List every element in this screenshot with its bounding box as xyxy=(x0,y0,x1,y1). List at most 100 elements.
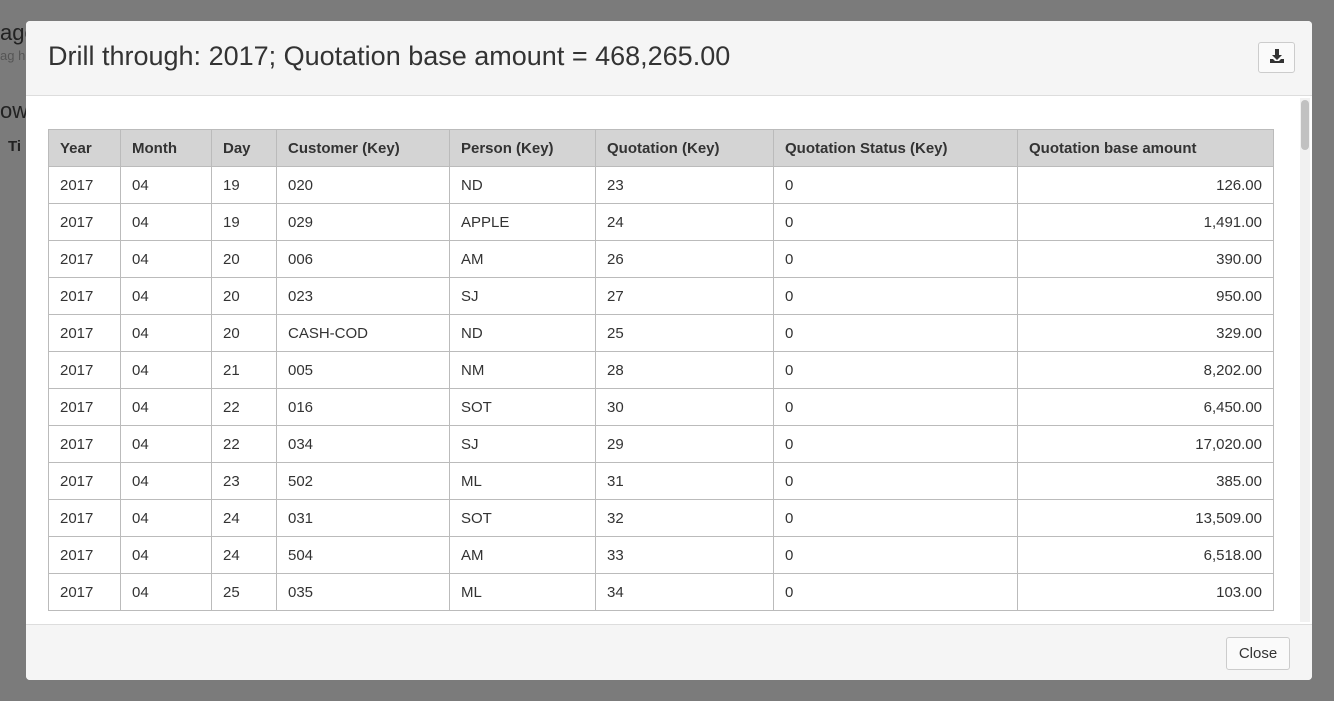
table-cell: 22 xyxy=(211,425,277,463)
table-cell: 6,450.00 xyxy=(1017,388,1274,426)
table-cell: 502 xyxy=(276,462,450,500)
column-header: Day xyxy=(211,129,277,167)
column-header: Person (Key) xyxy=(449,129,596,167)
table-cell: 029 xyxy=(276,203,450,241)
table-cell: 329.00 xyxy=(1017,314,1274,352)
table-cell: 04 xyxy=(120,277,212,315)
table-cell: 04 xyxy=(120,536,212,574)
scrollbar[interactable] xyxy=(1300,98,1310,622)
table-cell: 035 xyxy=(276,573,450,611)
table-cell: 1,491.00 xyxy=(1017,203,1274,241)
table-row: 2017 04 20 023 SJ 27 0 950.00 xyxy=(48,277,1274,315)
table-cell: 24 xyxy=(211,536,277,574)
dialog-header: Drill through: 2017; Quotation base amou… xyxy=(26,21,1312,96)
table-cell: 23 xyxy=(211,462,277,500)
table-row: 2017 04 19 029 APPLE 24 0 1,491.00 xyxy=(48,203,1274,241)
table-cell: 0 xyxy=(773,499,1018,537)
table-row: 2017 04 22 034 SJ 29 0 17,020.00 xyxy=(48,425,1274,463)
table-row: 2017 04 20 006 AM 26 0 390.00 xyxy=(48,240,1274,278)
table-cell: 29 xyxy=(595,425,774,463)
table-cell: 20 xyxy=(211,277,277,315)
table-cell: ML xyxy=(449,573,596,611)
table-cell: 04 xyxy=(120,314,212,352)
table-cell: 13,509.00 xyxy=(1017,499,1274,537)
table-cell: 04 xyxy=(120,166,212,204)
table-cell: 34 xyxy=(595,573,774,611)
table-cell: 0 xyxy=(773,203,1018,241)
table-cell: 23 xyxy=(595,166,774,204)
table-cell: 2017 xyxy=(48,203,121,241)
close-button[interactable]: Close xyxy=(1226,637,1290,670)
table-cell: 04 xyxy=(120,203,212,241)
column-header: Year xyxy=(48,129,121,167)
table-cell: SJ xyxy=(449,277,596,315)
table-cell: SOT xyxy=(449,499,596,537)
table-cell: 005 xyxy=(276,351,450,389)
table-cell: 2017 xyxy=(48,388,121,426)
table-cell: 034 xyxy=(276,425,450,463)
column-header: Month xyxy=(120,129,212,167)
table-row: 2017 04 22 016 SOT 30 0 6,450.00 xyxy=(48,388,1274,426)
table-cell: 390.00 xyxy=(1017,240,1274,278)
download-button[interactable] xyxy=(1258,42,1295,73)
table-row: 2017 04 24 504 AM 33 0 6,518.00 xyxy=(48,536,1274,574)
table-cell: 031 xyxy=(276,499,450,537)
table-cell: 2017 xyxy=(48,462,121,500)
table-cell: SOT xyxy=(449,388,596,426)
table-cell: 32 xyxy=(595,499,774,537)
table-cell: 0 xyxy=(773,351,1018,389)
table-cell: ND xyxy=(449,314,596,352)
table-cell: 2017 xyxy=(48,573,121,611)
table-cell: 0 xyxy=(773,573,1018,611)
table-cell: 0 xyxy=(773,425,1018,463)
table-cell: 020 xyxy=(276,166,450,204)
table-cell: 385.00 xyxy=(1017,462,1274,500)
table-cell: 20 xyxy=(211,314,277,352)
table-cell: NM xyxy=(449,351,596,389)
table-cell: 04 xyxy=(120,240,212,278)
table-cell: 2017 xyxy=(48,536,121,574)
dialog: Drill through: 2017; Quotation base amou… xyxy=(26,21,1312,680)
table-cell: 103.00 xyxy=(1017,573,1274,611)
table-cell: 0 xyxy=(773,388,1018,426)
dialog-body: Year Month Day Customer (Key) Person (Key) Qu… xyxy=(26,96,1312,624)
table-cell: 2017 xyxy=(48,425,121,463)
table-cell: 0 xyxy=(773,166,1018,204)
table-row: 2017 04 21 005 NM 28 0 8,202.00 xyxy=(48,351,1274,389)
table-cell: ND xyxy=(449,166,596,204)
table-cell: 2017 xyxy=(48,351,121,389)
scroll-thumb[interactable] xyxy=(1301,100,1309,150)
table-cell: 2017 xyxy=(48,499,121,537)
table-cell: ML xyxy=(449,462,596,500)
table-cell: 950.00 xyxy=(1017,277,1274,315)
table-row: 2017 04 20 CASH-COD ND 25 0 329.00 xyxy=(48,314,1274,352)
table-cell: 24 xyxy=(595,203,774,241)
table-row: 2017 04 25 035 ML 34 0 103.00 xyxy=(48,573,1274,611)
table-cell: 17,020.00 xyxy=(1017,425,1274,463)
table-cell: 22 xyxy=(211,388,277,426)
table-cell: 04 xyxy=(120,573,212,611)
table-cell: 30 xyxy=(595,388,774,426)
table-cell: AM xyxy=(449,536,596,574)
table-cell: APPLE xyxy=(449,203,596,241)
table-cell: 33 xyxy=(595,536,774,574)
table-cell: 2017 xyxy=(48,277,121,315)
table-cell: 26 xyxy=(595,240,774,278)
data-table: Year Month Day Customer (Key) Person (Key) Qu… xyxy=(48,129,1274,611)
table-cell: 04 xyxy=(120,499,212,537)
bg-text: Ti xyxy=(8,138,22,155)
table-cell: 31 xyxy=(595,462,774,500)
table-cell: 023 xyxy=(276,277,450,315)
table-cell: 2017 xyxy=(48,166,121,204)
bg-text: ow xyxy=(0,98,29,123)
table-cell: 0 xyxy=(773,462,1018,500)
table-cell: 6,518.00 xyxy=(1017,536,1274,574)
table-cell: 25 xyxy=(595,314,774,352)
table-cell: 04 xyxy=(120,462,212,500)
table-cell: 8,202.00 xyxy=(1017,351,1274,389)
table-row: 2017 04 19 020 ND 23 0 126.00 xyxy=(48,166,1274,204)
table-row: 2017 04 23 502 ML 31 0 385.00 xyxy=(48,462,1274,500)
table-cell: 27 xyxy=(595,277,774,315)
table-cell: 21 xyxy=(211,351,277,389)
